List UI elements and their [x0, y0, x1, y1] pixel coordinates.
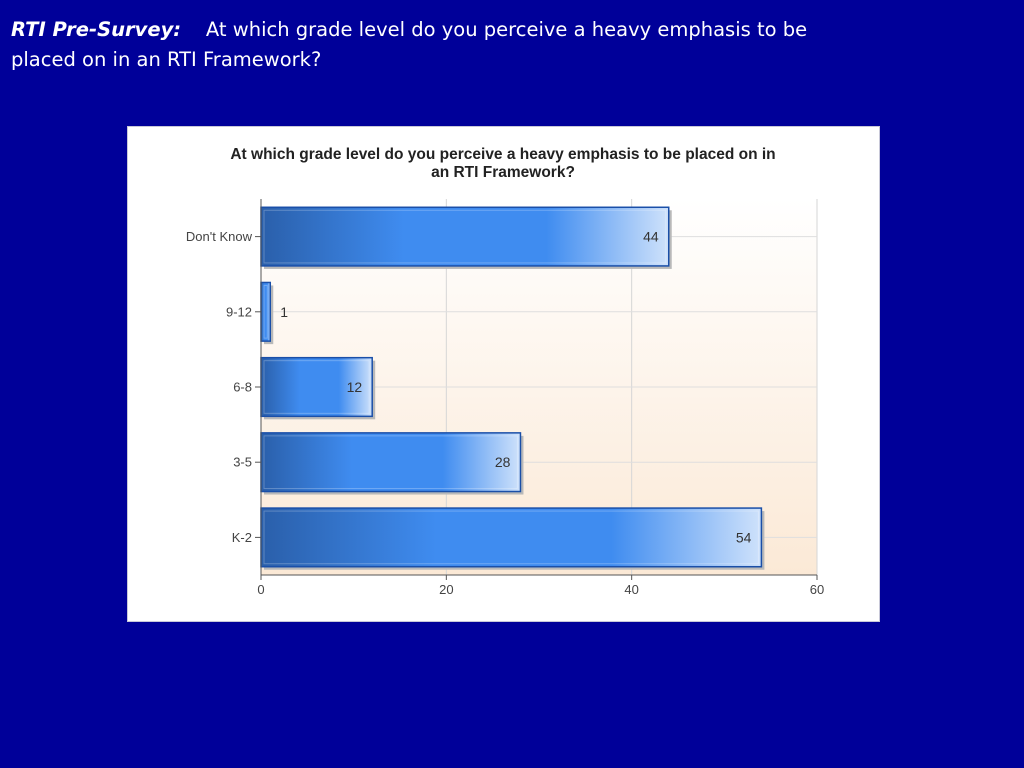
bar-highlight [263, 360, 370, 414]
x-tick-label: 40 [624, 582, 638, 597]
bar [260, 206, 670, 267]
x-tick-label: 0 [257, 582, 264, 597]
category-label: K-2 [232, 530, 252, 545]
slide-heading: RTI Pre-Survey: At which grade level do … [11, 15, 841, 75]
bar [260, 432, 522, 493]
data-label: 28 [495, 454, 511, 470]
category-label: 9-12 [226, 304, 252, 319]
bar-highlight [263, 284, 268, 339]
category-label: 3-5 [233, 455, 252, 470]
bar-highlight [263, 435, 518, 490]
bar [260, 281, 272, 342]
chart-frame: At which grade level do you perceive a h… [127, 126, 880, 622]
bar-highlight [263, 209, 667, 264]
slide-heading-spacer [187, 18, 199, 41]
category-label: Don't Know [186, 229, 253, 244]
data-label: 54 [736, 529, 752, 545]
bar-chart: At which grade level do you perceive a h… [186, 146, 824, 597]
chart-title-line: At which grade level do you perceive a h… [230, 146, 775, 163]
slide-heading-text: At which grade level do you perceive a h… [11, 18, 808, 71]
category-label: 6-8 [233, 380, 252, 395]
bar [260, 507, 763, 568]
chart-title-line: an RTI Framework? [431, 164, 575, 181]
bar-highlight [263, 510, 759, 565]
data-label: 12 [347, 379, 363, 395]
x-tick-label: 60 [810, 582, 824, 597]
data-label: 1 [280, 304, 288, 320]
x-tick-label: 20 [439, 582, 453, 597]
bar [260, 356, 373, 418]
slide-heading-lead: RTI Pre-Survey: [11, 18, 182, 41]
data-label: 44 [643, 229, 659, 245]
